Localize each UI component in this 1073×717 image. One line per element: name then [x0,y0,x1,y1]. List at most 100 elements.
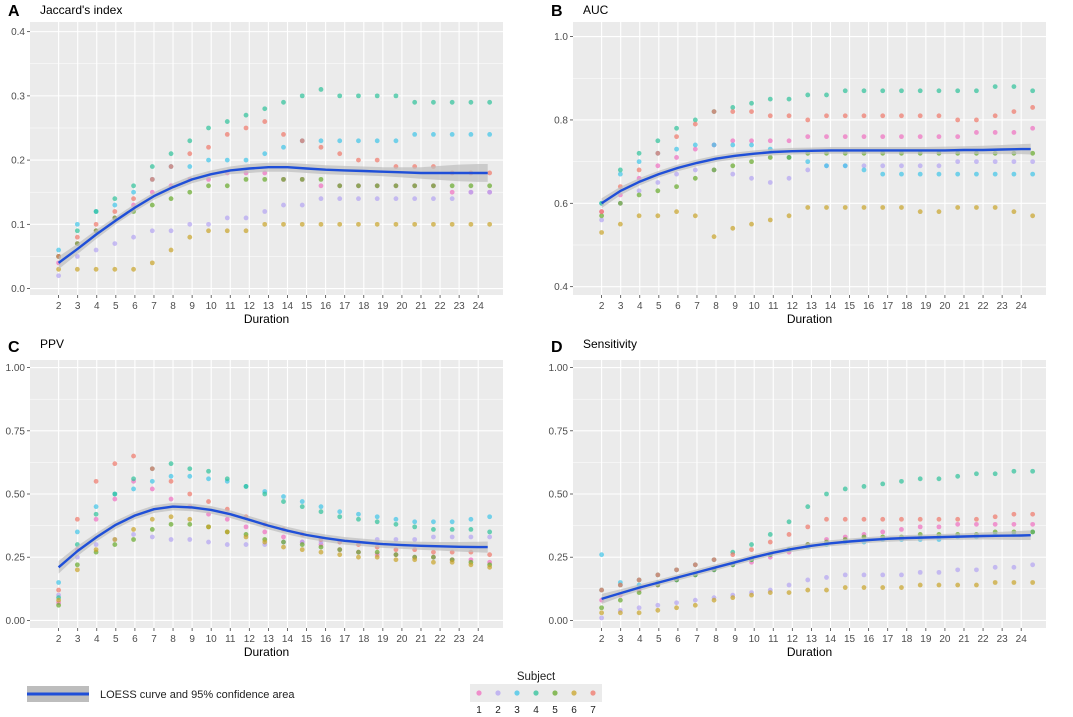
x-tick-label: 9 [732,634,738,645]
data-point [224,157,230,163]
data-point [955,582,961,588]
data-point [206,125,211,131]
data-point [299,504,305,510]
data-point [786,113,792,119]
data-point [974,582,979,588]
data-point [374,183,380,189]
data-point [356,554,361,560]
x-tick-label: 9 [189,634,195,645]
data-point [187,466,193,472]
data-point [224,516,230,522]
data-point [112,461,118,467]
data-point [1030,105,1036,110]
data-point [318,509,324,515]
data-point [393,93,399,99]
data-point [337,552,343,558]
data-point [281,132,286,137]
data-point [880,481,886,487]
data-point [149,164,155,169]
data-point [730,109,736,115]
data-point [880,529,886,535]
data-point [880,134,886,140]
data-point [468,183,474,189]
data-point [431,132,436,137]
data-point [112,537,118,542]
x-tick-label: 22 [977,301,989,312]
data-point [356,183,361,189]
data-point [412,524,418,530]
x-tick-label: 2 [56,634,62,645]
data-point [393,557,399,563]
x-tick-label: 14 [825,301,837,312]
data-point [1011,209,1017,215]
data-point [487,534,493,540]
data-point [899,516,904,522]
data-point [224,132,230,137]
data-point [692,213,698,219]
data-point [318,504,324,510]
data-point [149,176,155,182]
data-point [149,228,155,234]
data-point [393,521,399,527]
data-point [168,473,174,479]
data-point [917,171,923,177]
data-point [318,549,324,555]
data-point [374,93,380,99]
panel-letter: A [8,3,20,20]
data-point [393,138,399,144]
data-point [487,170,493,176]
data-point [187,516,193,522]
data-point [842,88,848,94]
data-point [187,189,193,195]
data-point [131,537,136,542]
data-point [149,466,155,472]
data-point [861,585,867,590]
x-axis-label: Duration [787,645,832,659]
data-point [374,138,380,144]
data-point [393,552,399,558]
data-point [187,234,193,240]
data-point [468,562,474,568]
data-point [974,567,979,573]
data-point [786,590,792,596]
data-point [730,225,736,231]
loess-curve [57,165,488,264]
data-point [224,476,230,482]
data-point [730,163,736,169]
data-point [449,526,455,532]
data-point [842,516,848,522]
data-point [786,532,792,537]
data-point [74,516,80,522]
data-point [468,526,474,532]
data-point [655,213,661,219]
x-tick-label: 21 [415,301,427,312]
data-point [899,88,904,94]
data-point [767,138,773,144]
x-tick-label: 14 [825,634,837,645]
data-point [711,109,717,115]
x-tick-label: 18 [358,301,370,312]
y-tick-label: 0.50 [549,490,569,501]
x-tick-label: 4 [637,301,643,312]
data-point [861,572,867,578]
data-point [617,221,623,227]
x-tick-label: 23 [997,634,1009,645]
data-point [1030,562,1036,568]
data-point [168,196,174,202]
data-point [974,159,979,165]
data-point [356,516,361,522]
data-point [599,230,605,235]
data-point [187,164,193,169]
data-point [655,602,661,608]
data-point [149,516,155,522]
data-point [112,542,118,547]
data-point [449,132,455,137]
data-point [599,209,605,215]
data-point [955,473,961,479]
data-point [131,266,136,272]
x-tick-label: 5 [656,301,662,312]
data-point [93,221,99,227]
data-point [599,587,605,593]
data-point [374,549,380,555]
data-point [824,163,829,169]
